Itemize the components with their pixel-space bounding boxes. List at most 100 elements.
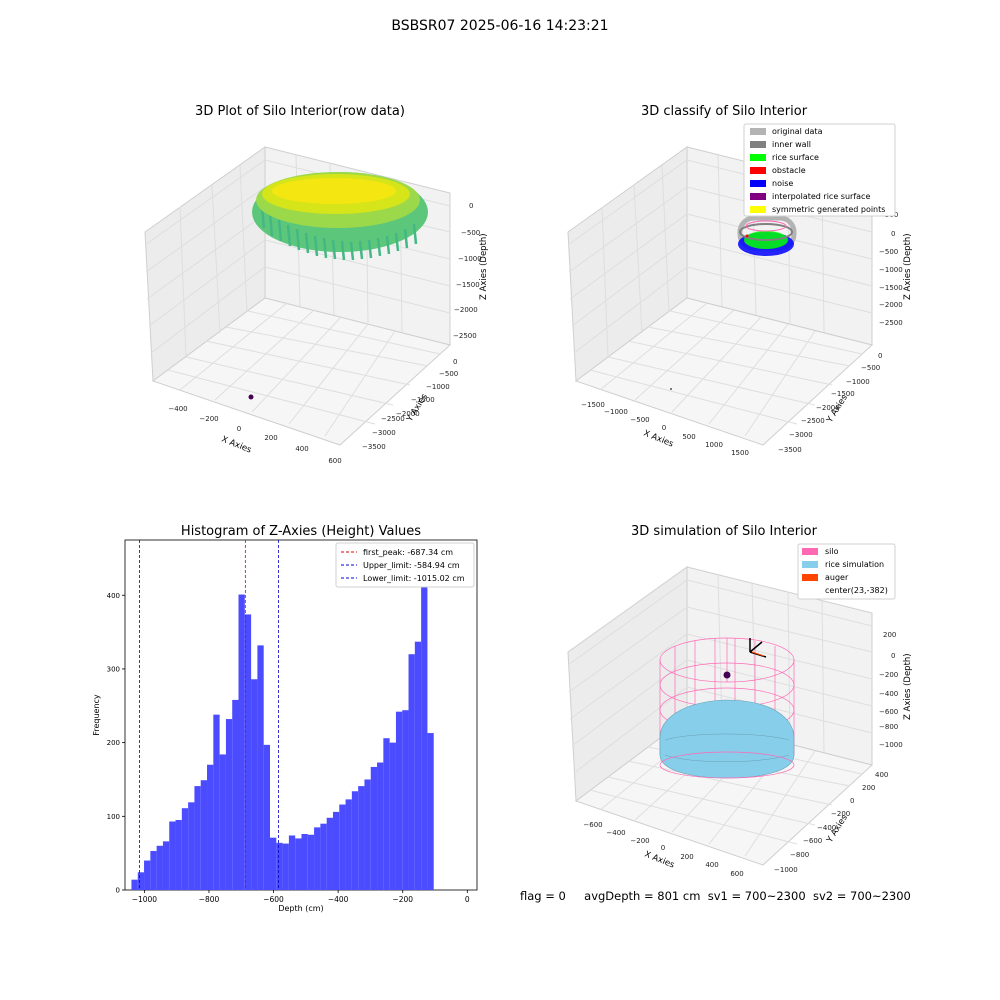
panel4-xtick: 400 [705, 861, 718, 869]
panel4-xtick: 200 [680, 853, 693, 861]
histogram-title: Histogram of Z-Axies (Height) Values [180, 524, 422, 539]
histogram-bar [131, 879, 138, 890]
histogram-ylabel: Frequency [92, 694, 101, 736]
panel1-ztick: −1000 [458, 255, 482, 263]
panel1-point-cloud [252, 172, 428, 261]
figure-title: BSBSR07 2025-06-16 14:23:21 [391, 18, 609, 34]
panel1-ztick: −500 [461, 229, 480, 237]
panel1-xtick: 600 [328, 457, 341, 465]
rice-simulation-surface [659, 699, 795, 779]
histogram-ytick-label: 400 [107, 592, 120, 600]
histogram-xtick-label: −200 [392, 895, 413, 904]
panel1-ytick: −2500 [381, 415, 405, 423]
panel1-ztick: 0 [469, 202, 473, 210]
panel2-ytick: −1000 [846, 378, 870, 386]
panel2-ytick: 0 [878, 352, 882, 360]
histogram-xtick-label: −400 [328, 895, 349, 904]
sv2-text: sv2 = 700~2300 [812, 889, 911, 903]
histogram-bar [232, 699, 239, 890]
panel4-ytick: 0 [850, 797, 854, 805]
panel4-xtick: −600 [583, 821, 602, 829]
histogram-bar [408, 654, 415, 890]
histogram-bar [395, 711, 403, 890]
histogram-xlabel: Depth (cm) [278, 904, 323, 913]
panel4-zlabel: Z Axies (Depth) [903, 653, 913, 720]
histogram-bar [276, 842, 283, 890]
panel2-xtick: 1500 [731, 449, 749, 457]
panel4-ztick: −800 [879, 723, 898, 731]
panel4-ytick: −600 [803, 837, 822, 845]
histogram-bar [137, 872, 145, 890]
histogram-bar [427, 733, 434, 890]
panel2-xtick: −1000 [604, 408, 628, 416]
histogram-bar [326, 817, 333, 890]
histogram-bar [351, 791, 359, 890]
histogram-bar [194, 786, 201, 890]
panel2-ztick: −2500 [879, 319, 903, 327]
panel4-xtick: 0 [661, 844, 665, 852]
panel4-ztick: 0 [891, 652, 895, 660]
panel1-ytick: −3000 [372, 429, 396, 437]
histogram-bar [181, 808, 189, 890]
status-line: flag = 0 avgDepth = 801 cm sv1 = 700~230… [520, 889, 911, 903]
panel1-xtick: 400 [295, 445, 308, 453]
panel4-ztick: −600 [879, 708, 898, 716]
histogram-legend: first_peak: -687.34 cm Upper_limit: -584… [335, 542, 475, 588]
histogram-bar [339, 804, 346, 890]
histogram-bar [219, 754, 226, 890]
legend-center: center(23,-382) [825, 586, 888, 595]
histogram-bar [225, 719, 233, 890]
sv1-text: sv1 = 700~2300 [707, 889, 806, 903]
histogram-bar [162, 841, 170, 890]
panel4-ytick: 400 [875, 771, 888, 779]
panel4-ztick: −1000 [879, 741, 903, 749]
histogram-xtick-label: 0 [465, 895, 470, 904]
histogram-bar [402, 710, 409, 890]
panel2-xtick: 0 [662, 424, 666, 432]
legend-auger: auger [825, 573, 849, 582]
panel1-ytick: 0 [453, 358, 457, 366]
histogram-bar [414, 641, 422, 890]
histogram-chart: −1000 −800 −600 −400 −200 0 0 100 200 300 400 Dep… [92, 539, 478, 913]
legend-lower-limit: Lower_limit: -1015.02 cm [363, 574, 465, 583]
histogram-bar [301, 834, 308, 890]
histogram-bar [282, 843, 289, 890]
panel1-ztick: −2000 [454, 306, 478, 314]
panel1-xlabel: X Axies [220, 435, 253, 456]
histogram-bar [207, 764, 214, 890]
panel4-axes-box [567, 566, 874, 866]
legend-obstacle: obstacle [772, 166, 806, 175]
histogram-xtick-label: −600 [263, 895, 284, 904]
panel4-ytick: −800 [790, 851, 809, 859]
panel2-ytick: −500 [861, 364, 880, 372]
panel1-zlabel: Z Axies (Depth) [479, 233, 489, 300]
panel4-ztick: −200 [879, 671, 898, 679]
histogram-ytick-label: 100 [107, 813, 120, 821]
histogram-bar [263, 744, 270, 890]
histogram-xtick-label: −800 [199, 895, 220, 904]
panel2-ztick: 0 [891, 230, 895, 238]
legend-symmetric: symmetric generated points [772, 205, 885, 214]
legend-interpolated: interpolated rice surface [772, 192, 870, 201]
panel2-xtick: −500 [630, 416, 649, 424]
panel4-ytick: 200 [862, 784, 875, 792]
histogram-ytick-label: 200 [107, 739, 120, 747]
panel4-ztick: 200 [883, 631, 896, 639]
legend-original-data: original data [772, 127, 823, 136]
histogram-bar [144, 860, 151, 890]
histogram-bar [377, 762, 384, 890]
histogram-bar [358, 786, 365, 890]
histogram-bar [150, 850, 157, 890]
flag-text: flag = 0 [520, 889, 566, 903]
panel2-ytick: −3500 [778, 446, 802, 454]
histogram-bar [251, 679, 258, 890]
auger-arrows [749, 638, 767, 658]
histogram-bar [169, 821, 176, 890]
legend-upper-limit: Upper_limit: -584.94 cm [363, 561, 460, 570]
histogram-ytick-label: 0 [116, 887, 120, 895]
panel2-ztick: −500 [879, 248, 898, 256]
panel2-ytick: −1500 [831, 390, 855, 398]
histogram-bar [332, 811, 340, 890]
histogram-bar [389, 742, 396, 890]
histogram-bar [421, 558, 428, 890]
